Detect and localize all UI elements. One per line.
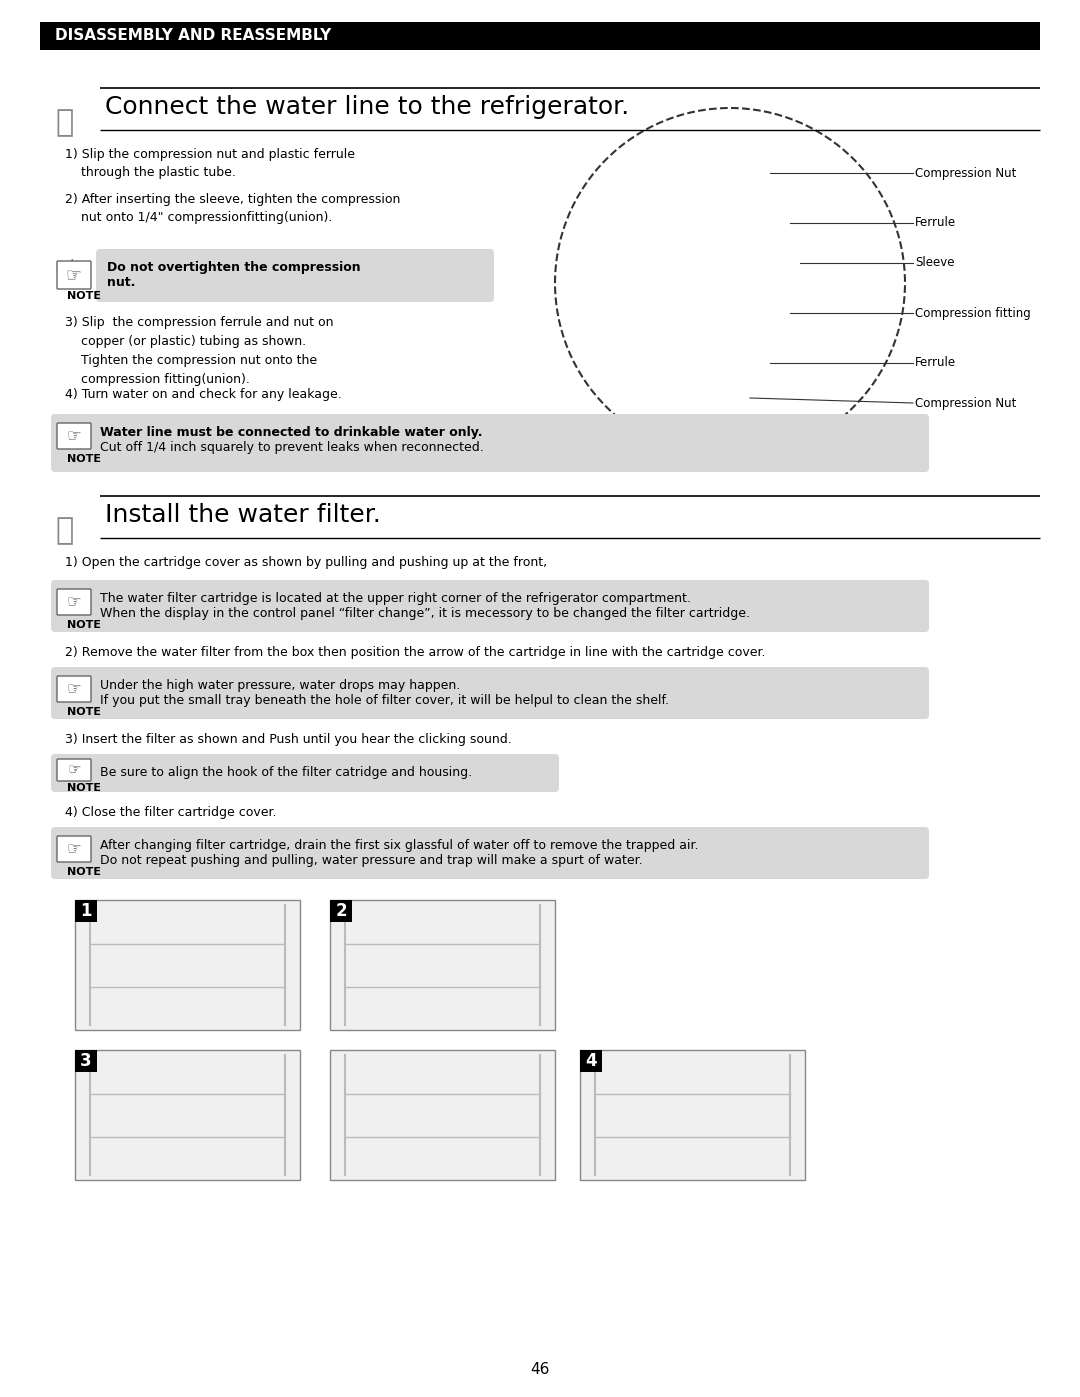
Text: Compression fitting: Compression fitting [915, 306, 1030, 320]
Text: ☞: ☞ [67, 680, 81, 698]
Text: NOTE: NOTE [67, 620, 102, 630]
Bar [580, 1051, 805, 1180]
Text: ☞: ☞ [66, 265, 82, 284]
Text: The water filter cartridge is located at the upper right corner of the refrigera: The water filter cartridge is located at… [100, 592, 691, 605]
Bar [75, 1051, 97, 1071]
Text: ☞: ☞ [67, 840, 81, 858]
Bar [330, 900, 352, 922]
Text: 3) Insert the filter as shown and Push until you hear the clicking sound.: 3) Insert the filter as shown and Push u… [65, 733, 512, 746]
Bar [40, 22, 1040, 50]
Text: 3: 3 [80, 1052, 92, 1070]
Text: ↱: ↱ [68, 261, 84, 279]
Text: NOTE: NOTE [67, 868, 102, 877]
Text: nut.: nut. [107, 277, 135, 289]
FancyBboxPatch shape [57, 590, 91, 615]
Text: 🤖: 🤖 [56, 515, 75, 545]
Text: ↳: ↳ [60, 258, 80, 272]
Text: Sleeve: Sleeve [915, 257, 955, 270]
Text: Water line must be connected to drinkable water only.: Water line must be connected to drinkabl… [100, 426, 483, 439]
Bar [580, 1051, 602, 1071]
Text: Under the high water pressure, water drops may happen.: Under the high water pressure, water dro… [100, 679, 460, 692]
FancyBboxPatch shape [51, 666, 929, 719]
Text: Cut off 1/4 inch squarely to prevent leaks when reconnected.: Cut off 1/4 inch squarely to prevent lea… [100, 441, 484, 454]
Text: After changing filter cartridge, drain the first six glassful of water off to re: After changing filter cartridge, drain t… [100, 840, 699, 852]
Text: Do not overtighten the compression: Do not overtighten the compression [107, 261, 361, 274]
Text: NOTE: NOTE [67, 291, 102, 300]
Text: 4: 4 [585, 1052, 597, 1070]
Text: Connect the water line to the refrigerator.: Connect the water line to the refrigerat… [105, 95, 630, 119]
Bar [75, 1051, 300, 1180]
Text: DISASSEMBLY AND REASSEMBLY: DISASSEMBLY AND REASSEMBLY [55, 28, 332, 43]
Text: 🤖: 🤖 [56, 108, 75, 137]
FancyBboxPatch shape [57, 423, 91, 448]
Text: 2) After inserting the sleeve, tighten the compression
    nut onto 1/4" compres: 2) After inserting the sleeve, tighten t… [65, 193, 401, 224]
Bar [75, 900, 300, 1030]
Text: Install the water filter.: Install the water filter. [105, 503, 381, 527]
FancyBboxPatch shape [51, 827, 929, 879]
Text: If you put the small tray beneath the hole of filter cover, it will be helpul to: If you put the small tray beneath the ho… [100, 694, 670, 707]
FancyBboxPatch shape [57, 835, 91, 862]
Text: 1) Open the cartridge cover as shown by pulling and pushing up at the front,: 1) Open the cartridge cover as shown by … [65, 556, 548, 569]
FancyBboxPatch shape [57, 759, 91, 781]
Text: 2) Remove the water filter from the box then position the arrow of the cartridge: 2) Remove the water filter from the box … [65, 645, 766, 659]
Text: 1: 1 [80, 902, 92, 921]
Text: ☞: ☞ [67, 592, 81, 610]
Text: ☞: ☞ [67, 763, 81, 778]
Text: Ferrule: Ferrule [915, 217, 956, 229]
Text: Be sure to align the hook of the filter catridge and housing.: Be sure to align the hook of the filter … [100, 766, 472, 780]
Text: Compression Nut: Compression Nut [915, 397, 1016, 409]
Bar [75, 900, 97, 922]
Text: Compression Nut: Compression Nut [915, 166, 1016, 179]
Text: 1) Slip the compression nut and plastic ferrule
    through the plastic tube.: 1) Slip the compression nut and plastic … [65, 148, 355, 179]
Bar [330, 1051, 555, 1180]
Text: Ferrule: Ferrule [915, 356, 956, 369]
Text: NOTE: NOTE [67, 454, 102, 464]
Text: 4) Close the filter cartridge cover.: 4) Close the filter cartridge cover. [65, 806, 276, 819]
Text: When the display in the control panel “filter change”, it is mecessory to be cha: When the display in the control panel “f… [100, 608, 750, 620]
Text: ✉: ✉ [55, 261, 67, 275]
FancyBboxPatch shape [96, 249, 494, 302]
FancyBboxPatch shape [51, 580, 929, 631]
FancyBboxPatch shape [51, 754, 559, 792]
Text: ☞: ☞ [67, 427, 81, 446]
Text: 2: 2 [335, 902, 347, 921]
FancyBboxPatch shape [51, 414, 929, 472]
Text: NOTE: NOTE [67, 782, 102, 793]
Text: NOTE: NOTE [67, 707, 102, 717]
Text: 3) Slip  the compression ferrule and nut on
    copper (or plastic) tubing as sh: 3) Slip the compression ferrule and nut … [65, 316, 334, 386]
Bar [330, 900, 555, 1030]
Text: 4) Turn water on and check for any leakage.: 4) Turn water on and check for any leaka… [65, 388, 341, 401]
Text: 46: 46 [530, 1362, 550, 1376]
FancyBboxPatch shape [57, 676, 91, 703]
Text: Do not repeat pushing and pulling, water pressure and trap will make a spurt of : Do not repeat pushing and pulling, water… [100, 854, 643, 868]
FancyBboxPatch shape [57, 261, 91, 289]
